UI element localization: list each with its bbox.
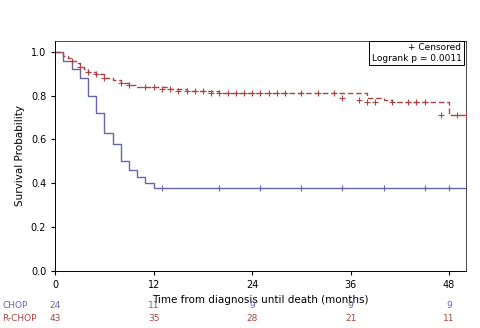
Point	[216, 91, 223, 96]
Point	[191, 89, 199, 94]
Point	[372, 100, 379, 105]
Point	[158, 185, 166, 190]
Text: 11: 11	[148, 301, 159, 310]
Point	[158, 87, 166, 92]
Text: 43: 43	[49, 314, 61, 323]
Point	[76, 65, 84, 70]
Point	[175, 89, 182, 94]
Point	[216, 185, 223, 190]
Point	[412, 100, 420, 105]
Text: CHOP: CHOP	[2, 301, 28, 310]
Text: 9: 9	[446, 301, 452, 310]
Point	[166, 87, 174, 92]
Text: 9: 9	[249, 301, 255, 310]
Text: 9: 9	[348, 301, 354, 310]
Point	[388, 100, 396, 105]
Point	[454, 113, 461, 118]
Point	[257, 91, 264, 96]
Point	[265, 91, 273, 96]
Point	[281, 91, 289, 96]
Point	[248, 91, 256, 96]
Point	[314, 91, 322, 96]
Text: R-CHOP: R-CHOP	[2, 314, 37, 323]
Point	[355, 97, 363, 103]
Point	[101, 75, 108, 81]
Text: 21: 21	[345, 314, 356, 323]
Text: + Censored
Logrank p = 0.0011: + Censored Logrank p = 0.0011	[372, 43, 461, 63]
Point	[183, 89, 191, 94]
Point	[273, 91, 281, 96]
Point	[68, 58, 75, 63]
Point	[92, 71, 100, 76]
Text: 28: 28	[247, 314, 258, 323]
Point	[420, 185, 428, 190]
Point	[199, 89, 207, 94]
Point	[380, 185, 387, 190]
Point	[298, 185, 305, 190]
X-axis label: Time from diagnosis until death (months): Time from diagnosis until death (months)	[152, 295, 369, 305]
Point	[339, 95, 347, 100]
Point	[207, 91, 215, 96]
Point	[224, 91, 231, 96]
Point	[445, 185, 453, 190]
Point	[462, 113, 469, 118]
Text: 35: 35	[148, 314, 159, 323]
Point	[420, 100, 428, 105]
Point	[232, 91, 240, 96]
Point	[240, 91, 248, 96]
Point	[117, 80, 125, 85]
Point	[257, 185, 264, 190]
Point	[339, 185, 347, 190]
Point	[84, 69, 92, 74]
Text: 11: 11	[444, 314, 455, 323]
Point	[363, 100, 371, 105]
Point	[404, 100, 412, 105]
Point	[125, 82, 133, 87]
Text: 24: 24	[49, 301, 61, 310]
Point	[150, 84, 157, 90]
Point	[437, 113, 445, 118]
Point	[142, 84, 149, 90]
Point	[330, 91, 338, 96]
Y-axis label: Survival Probability: Survival Probability	[15, 105, 25, 206]
Point	[298, 91, 305, 96]
